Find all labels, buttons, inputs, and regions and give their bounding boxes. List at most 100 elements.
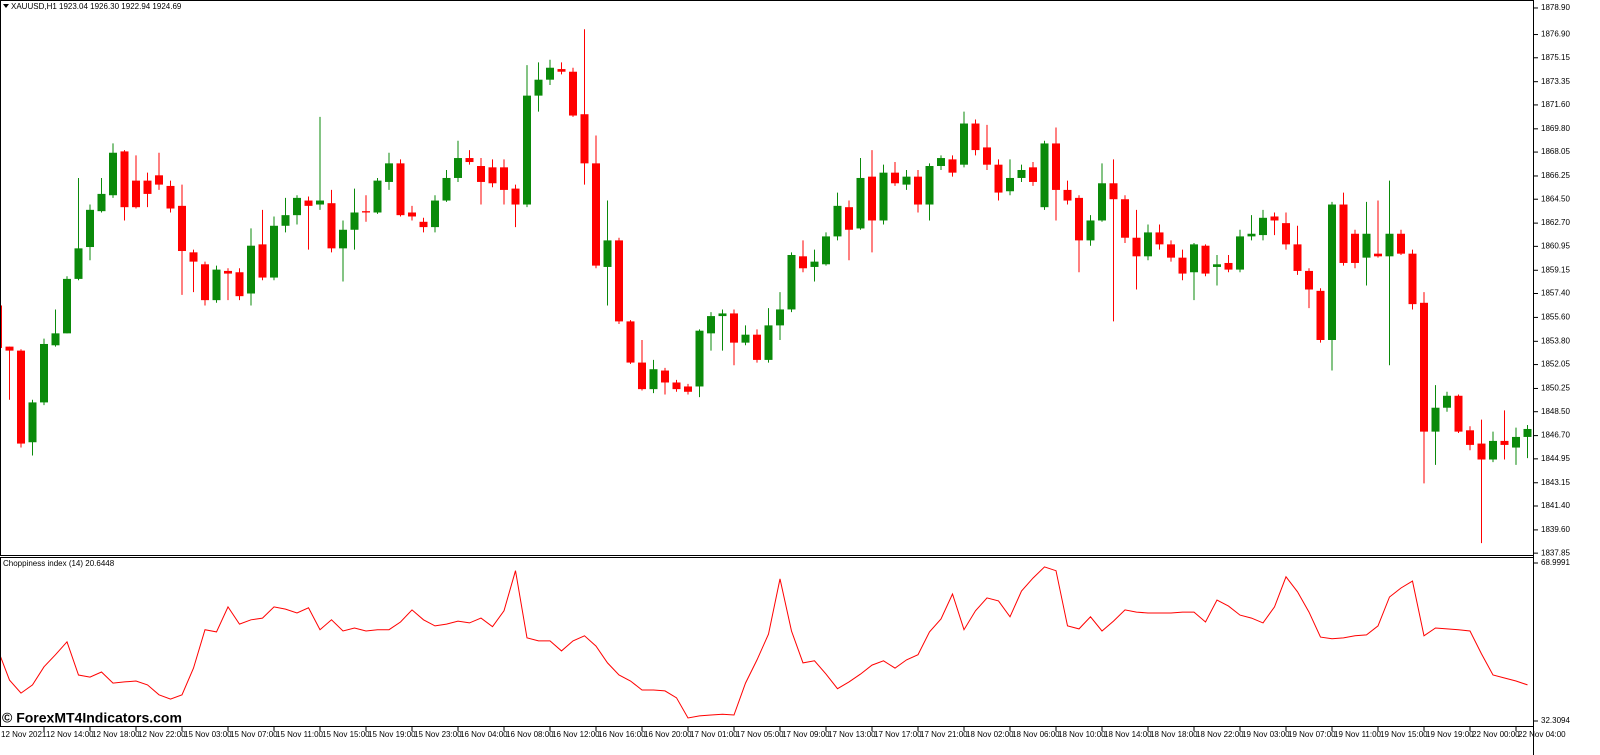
candle-body	[178, 205, 186, 252]
candle-body	[293, 197, 301, 216]
x-tick-label: 16 Nov 04:00	[460, 730, 508, 739]
candle-body	[1454, 395, 1463, 432]
x-tick-label: 16 Nov 20:00	[644, 730, 692, 739]
candle-body	[534, 79, 543, 96]
candle-body	[730, 313, 738, 343]
candle-body	[1063, 189, 1072, 201]
y-tick-label: 1868.05	[1541, 147, 1570, 156]
candle-body	[994, 164, 1003, 193]
y-tick-label: 68.9991	[1541, 558, 1570, 567]
candle-body	[1017, 169, 1026, 178]
candle-body	[373, 180, 382, 213]
y-tick-label: 32.3094	[1541, 716, 1570, 725]
candle-body	[1523, 428, 1532, 437]
x-tick-label: 15 Nov 15:00	[322, 730, 370, 739]
y-tick-label: 1866.25	[1541, 171, 1570, 180]
candle-body	[546, 67, 554, 80]
marks	[0, 29, 1532, 719]
x-tick-label: 15 Nov 19:00	[368, 730, 416, 739]
candle-body	[695, 330, 704, 387]
candle-body	[971, 123, 980, 151]
y-tick-label: 1855.60	[1541, 313, 1570, 322]
candle-body	[1155, 232, 1164, 245]
candle-body	[201, 264, 209, 301]
candle-body	[1397, 233, 1405, 254]
x-tick-label: 22 Nov 00:00	[1472, 730, 1520, 739]
x-tick-label: 19 Nov 07:00	[1288, 730, 1336, 739]
candle-body	[891, 172, 899, 184]
candle-body	[638, 362, 646, 390]
symbol-menu-arrow[interactable]	[3, 4, 9, 8]
candle-body	[1500, 440, 1509, 445]
candle-body	[592, 163, 600, 266]
candle-body	[1339, 204, 1348, 263]
candle-body	[856, 177, 865, 229]
candle-body	[97, 193, 106, 212]
candle-body	[235, 272, 244, 297]
candle-body	[718, 313, 727, 317]
x-tick-label: 19 Nov 19:00	[1426, 730, 1474, 739]
candle-body	[845, 207, 853, 230]
x-tick-label: 19 Nov 03:00	[1242, 730, 1290, 739]
candle-body	[212, 269, 221, 301]
candle-body	[419, 221, 428, 228]
candle-body	[155, 175, 163, 185]
candle-body	[1362, 233, 1371, 258]
candle-body	[937, 158, 945, 167]
watermark: © ForexMT4Indicators.com	[2, 710, 182, 726]
candle-body	[580, 114, 589, 164]
candle-body	[247, 245, 255, 294]
candle-body	[1098, 183, 1106, 221]
candle-body	[350, 212, 359, 230]
candle-body	[40, 343, 48, 403]
candle-body	[1512, 436, 1520, 448]
candle-body	[270, 225, 278, 278]
x-tick-label: 16 Nov 12:00	[552, 730, 600, 739]
candle-body	[902, 176, 911, 185]
y-tick-label: 1878.90	[1541, 3, 1570, 12]
y-tick-label: 1848.50	[1541, 407, 1570, 416]
candle-body	[557, 69, 566, 72]
x-tick-label: 12 Nov 2021	[1, 730, 47, 739]
x-tick-label: 18 Nov 10:00	[1058, 730, 1106, 739]
candle-body	[51, 333, 60, 346]
x-tick-label: 18 Nov 02:00	[966, 730, 1014, 739]
candle-body	[684, 386, 692, 392]
y-tick-label: 1841.40	[1541, 501, 1570, 510]
x-tick-label: 15 Nov 03:00	[184, 730, 232, 739]
indicator-line	[0, 566, 1528, 719]
candle-body	[741, 334, 750, 343]
candle-body	[603, 240, 612, 267]
candle-body	[1190, 244, 1198, 273]
candle-body	[1316, 290, 1325, 340]
candle-body	[925, 166, 934, 205]
candle-body	[1282, 223, 1290, 245]
candle-body	[1213, 264, 1221, 267]
indicator-title: Choppiness index (14) 20.6448	[3, 559, 115, 568]
candle-body	[1420, 302, 1428, 432]
x-tick-label: 17 Nov 09:00	[782, 730, 830, 739]
x-tick-label: 19 Nov 15:00	[1380, 730, 1428, 739]
candle-body	[1052, 143, 1060, 190]
x-tick-label: 18 Nov 22:00	[1196, 730, 1244, 739]
x-tick-label: 12 Nov 18:00	[92, 730, 140, 739]
x-tick-label: 17 Nov 13:00	[828, 730, 876, 739]
candle-body	[776, 309, 784, 326]
candle-body	[569, 71, 577, 116]
chart-title: XAUUSD,H1 1923.04 1926.30 1922.94 1924.6…	[11, 2, 182, 11]
x-tick-label: 17 Nov 17:00	[874, 730, 922, 739]
candle-body	[86, 209, 94, 248]
candle-body	[661, 370, 669, 383]
candle-body	[1443, 395, 1451, 408]
candle-body	[258, 244, 267, 278]
candle-body	[408, 212, 416, 217]
candle-body	[143, 180, 152, 194]
candle-body	[1328, 204, 1336, 340]
candle-body	[1385, 233, 1394, 257]
candle-body	[17, 350, 25, 444]
y-tick-label: 1853.80	[1541, 336, 1570, 345]
candle-body	[1144, 232, 1152, 257]
candle-body	[764, 325, 773, 360]
y-tick-label: 1844.95	[1541, 454, 1570, 463]
